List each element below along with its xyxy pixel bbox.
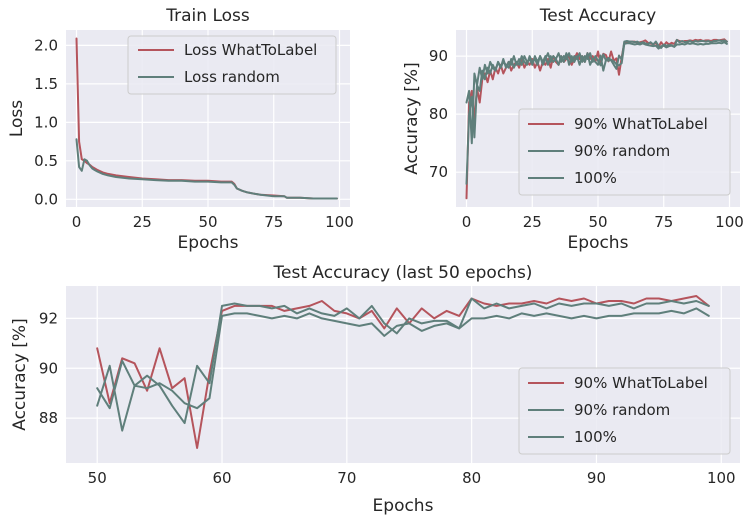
- legend-label-100: 100%: [574, 169, 617, 187]
- y-tick-label: 1.0: [34, 113, 58, 131]
- legend-frame: [518, 367, 731, 455]
- y-axis-label: Accuracy [%]: [10, 318, 30, 430]
- y-tick-label: 70: [429, 163, 448, 181]
- chart-title: Train Loss: [165, 6, 250, 26]
- x-tick-label: 100: [707, 469, 736, 487]
- series-line-90-random: [96, 297, 710, 425]
- x-tick-label: 80: [462, 469, 481, 487]
- y-tick-label: 92: [39, 309, 58, 327]
- series-layer: [465, 38, 728, 200]
- legend: 90% WhatToLabel 90% random 100%: [518, 367, 731, 455]
- tick-labels: 0 25 50 75 100 0.0 0.5 1.0 1.5 2.0: [34, 36, 354, 231]
- train-loss-panel: 0 25 50 75 100 0.0 0.5 1.0 1.5 2.0 Train Loss Epo…: [7, 6, 354, 253]
- tick-labels: 0 25 50 75 100 70 80 90: [429, 47, 744, 231]
- y-tick-label: 90: [39, 359, 58, 377]
- series-line-90-whattolabel: [96, 295, 710, 449]
- series-layer: [75, 37, 338, 200]
- y-tick-label: 80: [429, 105, 448, 123]
- x-axis-label: Epochs: [568, 233, 629, 253]
- chart-title: Test Accuracy (last 50 epochs): [273, 263, 533, 283]
- x-tick-label: 50: [588, 213, 607, 231]
- y-axis-label: Accuracy [%]: [402, 62, 422, 174]
- x-tick-label: 25: [523, 213, 542, 231]
- chart-title: Test Accuracy: [539, 6, 657, 26]
- x-tick-label: 50: [88, 469, 107, 487]
- legend: Loss WhatToLabel Loss random: [127, 35, 337, 95]
- legend-label-90-whattolabel: 90% WhatToLabel: [574, 115, 708, 133]
- series-line-100: [465, 41, 728, 145]
- legend-label-100: 100%: [574, 428, 617, 446]
- x-tick-label: 50: [198, 213, 217, 231]
- x-tick-label: 75: [654, 213, 673, 231]
- x-tick-label: 75: [264, 213, 283, 231]
- legend-frame: [518, 108, 731, 196]
- tick-labels: 50 60 70 80 90 100 88 90 92: [39, 309, 736, 487]
- legend-label-90-random: 90% random: [574, 401, 670, 419]
- y-tick-label: 0.0: [34, 190, 58, 208]
- x-tick-label: 60: [212, 469, 231, 487]
- legend: 90% WhatToLabel 90% random 100%: [518, 108, 731, 196]
- y-tick-label: 1.5: [34, 75, 58, 93]
- test-accuracy-last-50-panel: 50 60 70 80 90 100 88 90 92 Test Accuracy (last …: [10, 263, 740, 516]
- series-line-loss-random: [75, 138, 338, 200]
- x-tick-label: 100: [715, 213, 744, 231]
- x-tick-label: 0: [72, 213, 82, 231]
- legend-frame: [127, 35, 337, 95]
- x-tick-label: 90: [587, 469, 606, 487]
- legend-label-90-random: 90% random: [574, 142, 670, 160]
- y-tick-label: 2.0: [34, 36, 58, 54]
- x-tick-label: 25: [133, 213, 152, 231]
- y-tick-label: 88: [39, 409, 58, 427]
- y-tick-label: 90: [429, 47, 448, 65]
- y-tick-label: 0.5: [34, 152, 58, 170]
- series-line-100: [96, 307, 710, 432]
- legend-label-90-whattolabel: 90% WhatToLabel: [574, 374, 708, 392]
- x-tick-label: 0: [462, 213, 472, 231]
- x-tick-label: 70: [337, 469, 356, 487]
- test-accuracy-panel: 0 25 50 75 100 70 80 90 Test Accuracy Epochs Ac…: [402, 6, 744, 253]
- legend-label-loss-random: Loss random: [184, 68, 280, 86]
- legend-label-loss-whattolabel: Loss WhatToLabel: [184, 41, 317, 59]
- x-tick-label: 100: [325, 213, 354, 231]
- series-layer: [96, 295, 710, 449]
- x-axis-label: Epochs: [178, 233, 239, 253]
- x-axis-label: Epochs: [373, 496, 434, 516]
- y-axis-label: Loss: [7, 100, 27, 137]
